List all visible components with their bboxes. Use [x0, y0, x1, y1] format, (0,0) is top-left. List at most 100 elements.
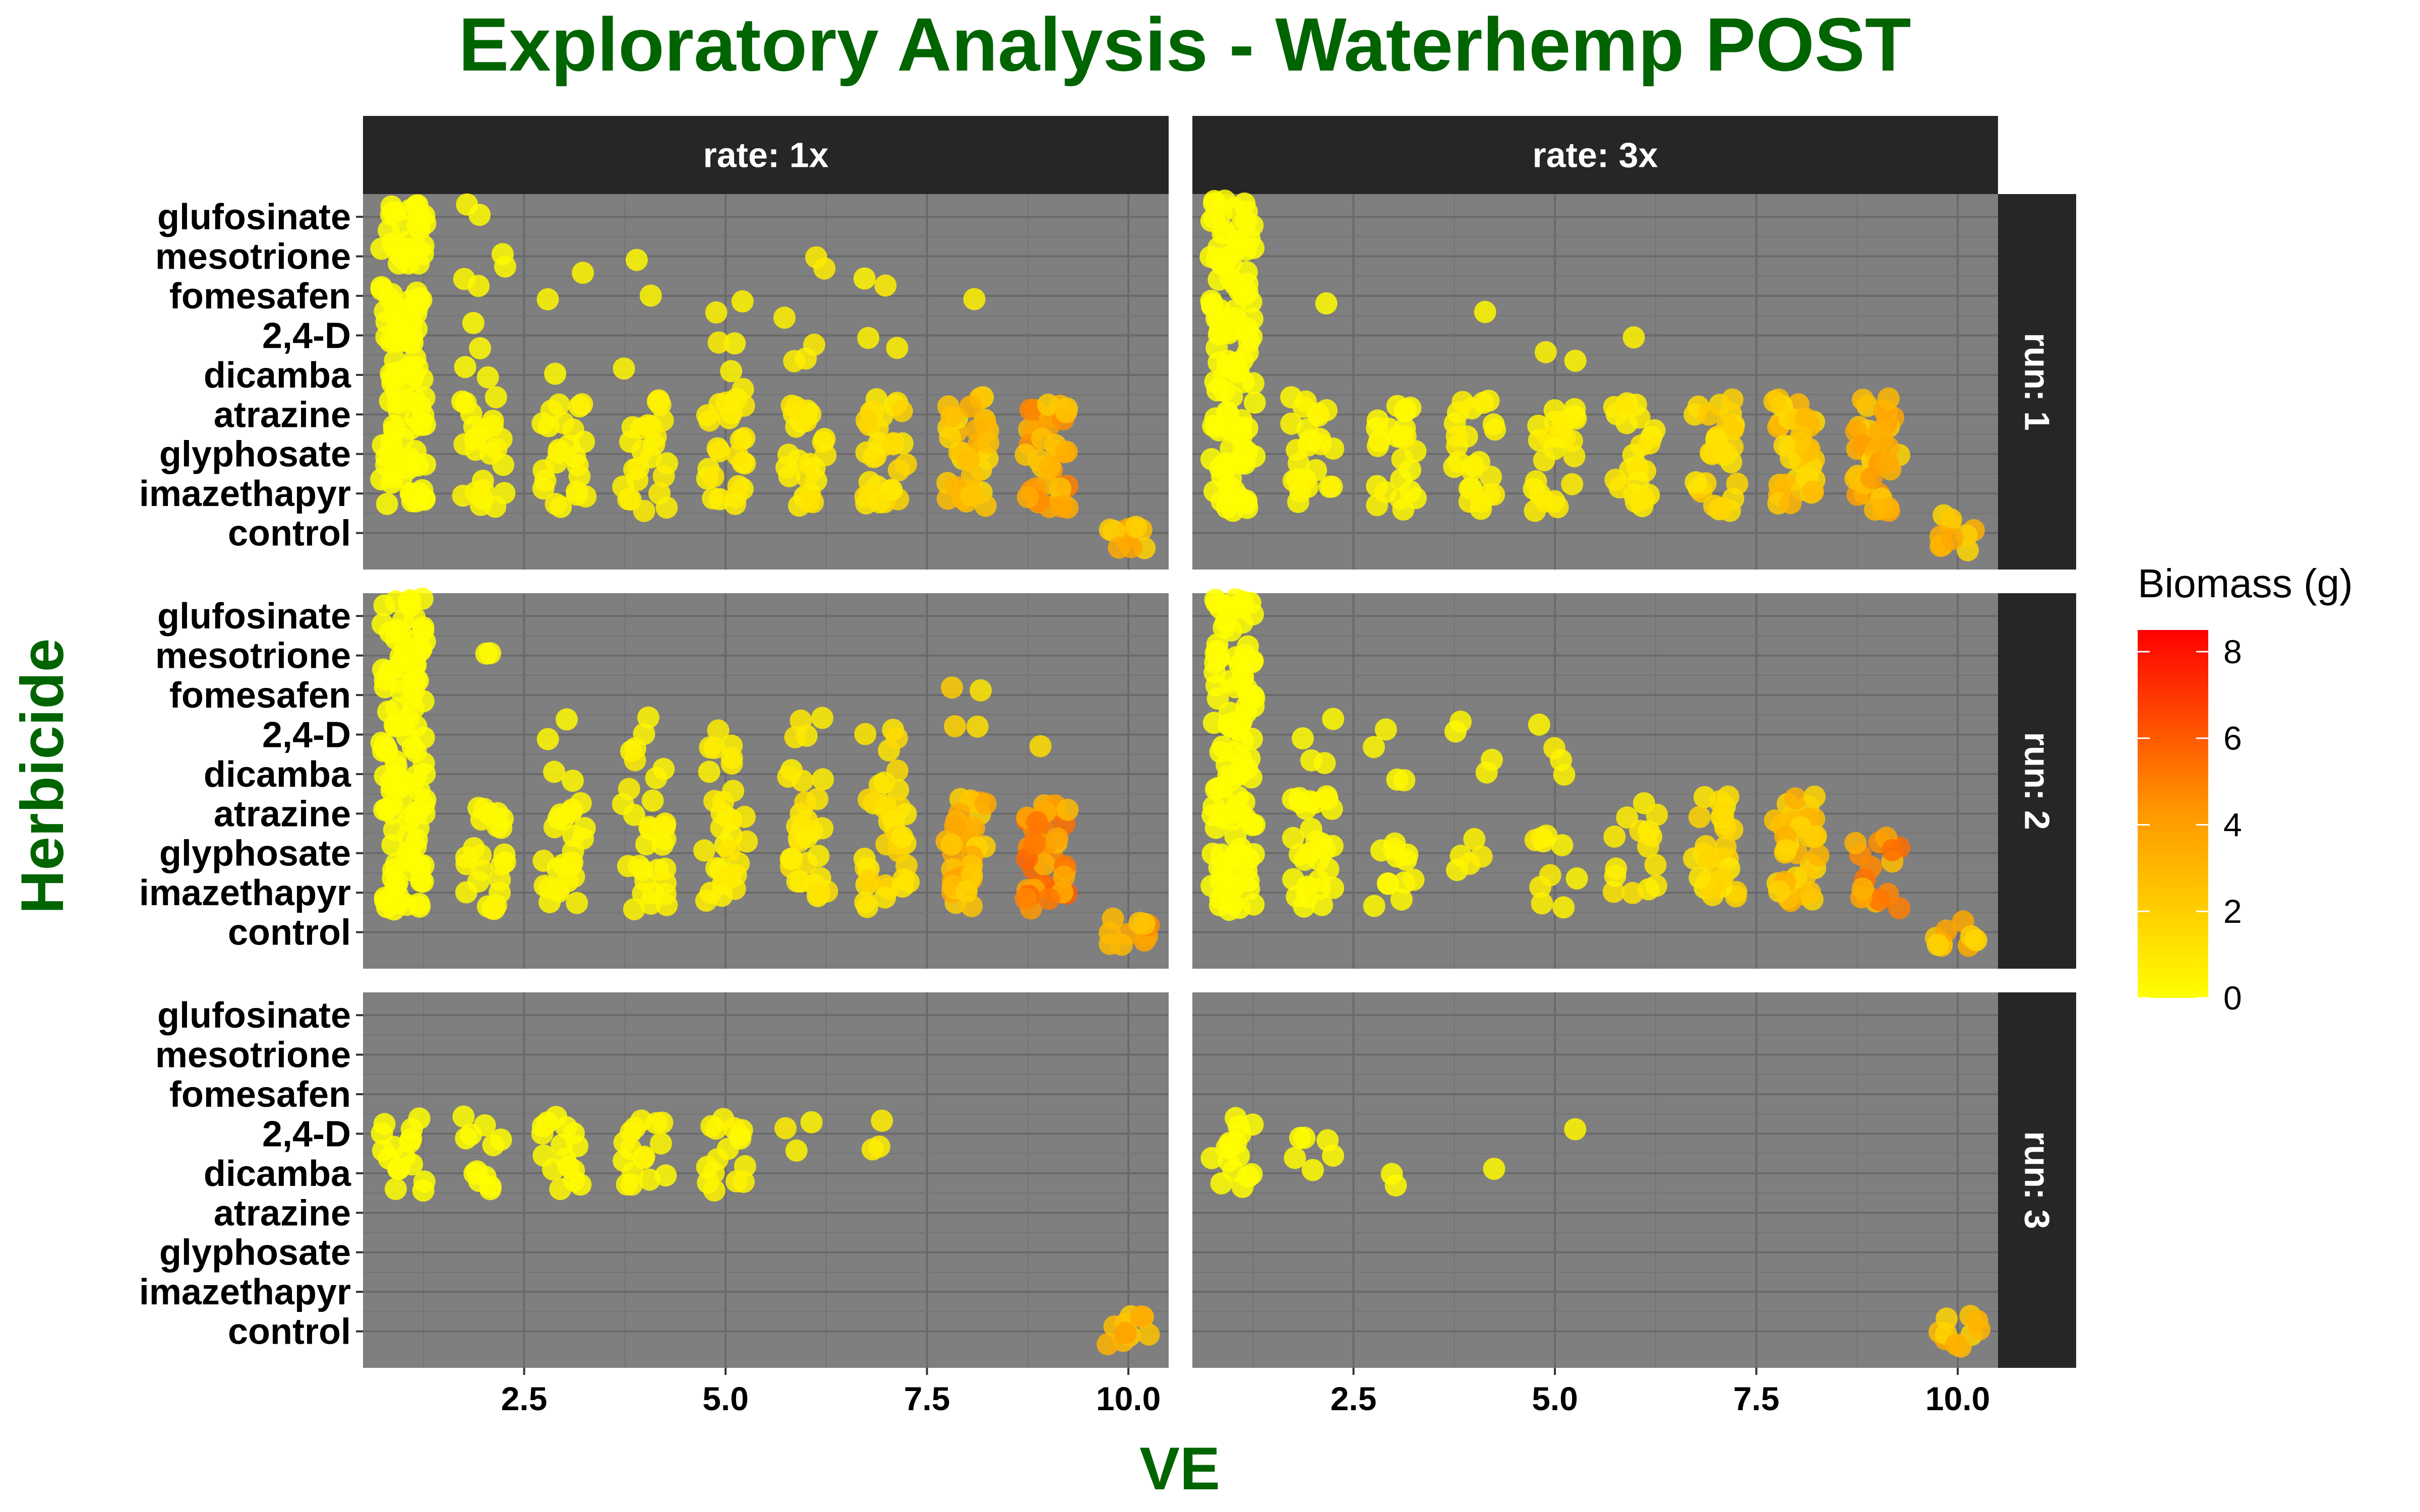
row-strip-label: run: 3 — [2018, 1131, 2057, 1229]
data-point — [1202, 795, 1225, 818]
y-tick-label: control — [228, 1312, 351, 1352]
data-point — [1483, 1158, 1505, 1180]
data-point — [1535, 341, 1557, 363]
data-point — [1940, 508, 1962, 531]
data-point — [646, 390, 669, 413]
data-point — [1451, 391, 1474, 413]
data-point — [375, 446, 398, 468]
x-tick-label: 7.5 — [904, 1380, 950, 1417]
y-tick-label: dicamba — [204, 355, 351, 396]
data-point — [1616, 806, 1639, 829]
data-point — [637, 706, 659, 729]
data-point — [698, 761, 720, 783]
panel-2-3 — [1192, 992, 1998, 1368]
data-point — [699, 736, 721, 759]
data-point — [412, 1179, 435, 1202]
data-point — [813, 427, 836, 450]
data-point — [1128, 912, 1151, 934]
data-point — [572, 827, 594, 850]
x-tick-label: 10.0 — [1096, 1380, 1161, 1417]
data-point — [778, 465, 801, 487]
data-point — [1711, 440, 1734, 463]
data-point — [1216, 496, 1238, 519]
data-point — [1484, 418, 1506, 441]
data-point — [1230, 747, 1252, 770]
data-point — [493, 482, 516, 505]
data-point — [1646, 803, 1668, 826]
data-point — [1860, 467, 1883, 489]
data-point — [1103, 520, 1125, 542]
data-point — [1293, 895, 1315, 918]
data-point — [1206, 687, 1229, 710]
data-point — [1684, 471, 1707, 493]
y-tick-label: 2,4-D — [262, 1114, 351, 1154]
data-point — [1644, 854, 1667, 876]
data-point — [454, 356, 476, 379]
data-point — [1295, 797, 1317, 820]
data-point — [462, 311, 485, 334]
data-point — [569, 1173, 592, 1196]
data-point — [1214, 190, 1236, 212]
data-point — [1633, 487, 1656, 510]
data-point — [1055, 440, 1078, 463]
data-point — [1114, 1321, 1137, 1344]
data-point — [1531, 892, 1553, 915]
data-point — [385, 627, 407, 650]
data-point — [531, 1122, 554, 1145]
data-point — [1768, 880, 1790, 903]
data-point — [1622, 326, 1645, 349]
data-point — [1881, 839, 1904, 861]
data-point — [1775, 839, 1797, 861]
data-point — [734, 1155, 756, 1177]
data-point — [707, 719, 730, 742]
data-point — [1029, 735, 1052, 758]
data-point — [468, 204, 491, 226]
legend-tick-label: 2 — [2223, 893, 2242, 930]
data-point — [1621, 881, 1644, 904]
data-point — [1315, 399, 1338, 421]
data-point — [1366, 434, 1389, 457]
data-point — [385, 755, 408, 778]
row-strip — [1998, 593, 2076, 969]
data-point — [1243, 391, 1266, 414]
y-tick-label: control — [228, 913, 351, 953]
y-tick-label: atrazine — [214, 794, 351, 834]
data-point — [1807, 844, 1830, 867]
data-point — [455, 881, 477, 904]
data-point — [476, 366, 499, 389]
data-point — [414, 453, 437, 476]
data-point — [806, 788, 829, 810]
data-point — [566, 892, 588, 914]
data-point — [532, 1144, 555, 1167]
data-point — [940, 406, 963, 428]
data-point — [1050, 495, 1073, 518]
data-point — [790, 709, 812, 732]
data-point — [655, 496, 678, 519]
data-point — [572, 262, 594, 284]
data-point — [1470, 845, 1493, 868]
data-point — [1852, 389, 1874, 411]
data-point — [1721, 388, 1744, 411]
data-point — [1608, 476, 1631, 499]
data-point — [1877, 436, 1900, 459]
data-point — [796, 809, 818, 832]
y-tick-label: atrazine — [214, 1193, 351, 1233]
x-tick-label: 2.5 — [1330, 1380, 1377, 1417]
data-point — [720, 360, 743, 383]
data-point — [858, 788, 880, 811]
data-point — [1289, 1126, 1311, 1149]
data-point — [1239, 592, 1261, 614]
data-point — [632, 1147, 655, 1170]
column-strip-label: rate: 1x — [703, 136, 828, 175]
data-point — [786, 870, 809, 893]
data-point — [855, 409, 878, 432]
legend-tick-label: 0 — [2223, 979, 2242, 1017]
data-point — [1363, 736, 1385, 759]
data-point — [1221, 386, 1243, 408]
data-point — [399, 482, 422, 505]
data-point — [1525, 470, 1547, 493]
data-point — [621, 1173, 643, 1196]
data-point — [408, 893, 431, 915]
data-point — [955, 880, 978, 903]
